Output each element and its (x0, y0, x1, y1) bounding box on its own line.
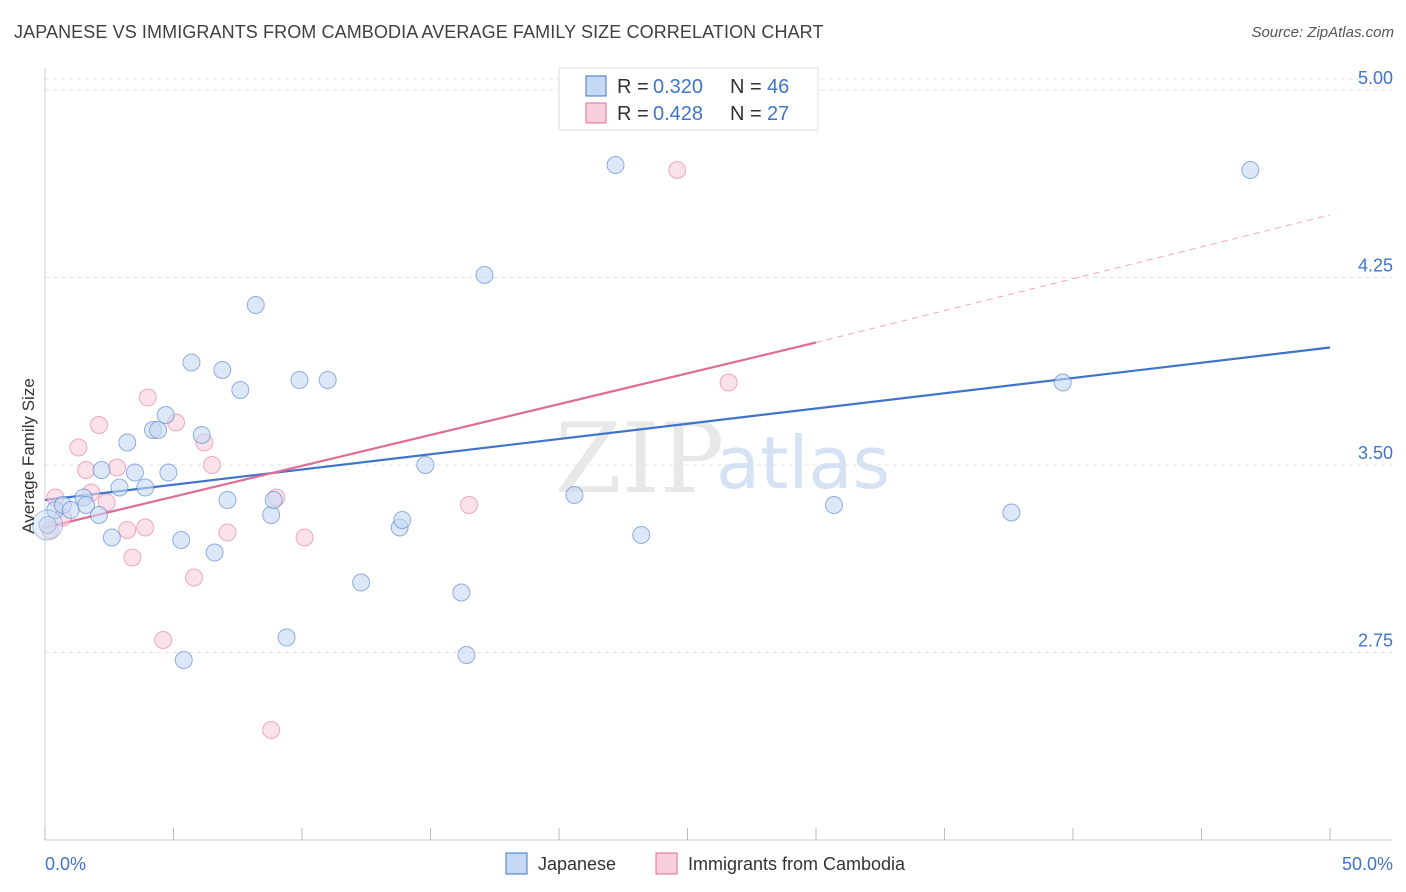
bottom-legend-japanese: Japanese (538, 854, 616, 874)
axes (44, 68, 1392, 841)
point-japanese (290, 371, 309, 389)
point-japanese (149, 421, 168, 439)
point-cambodia (69, 438, 88, 457)
point-japanese (102, 528, 121, 547)
point-cambodia (218, 523, 237, 542)
point-japanese (205, 543, 224, 562)
point-cambodia (136, 518, 155, 537)
point-japanese (125, 463, 144, 482)
point-japanese (174, 651, 193, 669)
trend-line-cambodia-extension (815, 214, 1331, 343)
legend-r-value-japanese: 0.320 (653, 76, 703, 98)
point-japanese (475, 266, 494, 284)
y-tick-label: 4.25 (1358, 256, 1393, 276)
trend-lines (44, 214, 1331, 529)
point-japanese (632, 526, 651, 544)
point-cambodia (123, 548, 142, 567)
point-japanese (172, 531, 191, 549)
point-japanese (452, 583, 471, 602)
point-cambodia (138, 388, 157, 407)
point-japanese (277, 628, 296, 647)
legend-n-label-japanese: N = (730, 76, 762, 98)
legend: R = 0.320 N = 46 R = 0.428 N = 27 (558, 67, 819, 131)
x-tick-label: 0.0% (45, 854, 86, 874)
legend-swatch-cambodia (585, 102, 607, 124)
point-japanese (77, 496, 96, 514)
point-japanese (1002, 503, 1021, 522)
point-japanese (32, 509, 64, 541)
point-cambodia (262, 721, 281, 739)
point-japanese (118, 433, 137, 452)
point-japanese (352, 573, 371, 592)
point-japanese (156, 406, 175, 424)
point-japanese (457, 646, 476, 664)
chart-title: JAPANESE VS IMMIGRANTS FROM CAMBODIA AVE… (14, 22, 824, 42)
y-tick-label: 3.50 (1358, 443, 1393, 463)
y-tick-label: 5.00 (1358, 68, 1393, 88)
point-japanese (38, 516, 57, 534)
bottom-legend: Japanese Immigrants from Cambodia (505, 852, 906, 875)
point-japanese (231, 381, 250, 399)
point-cambodia (118, 521, 137, 539)
trend-line-cambodia (44, 341, 817, 529)
point-japanese (89, 506, 108, 524)
point-japanese (218, 491, 237, 509)
point-japanese (110, 478, 129, 497)
point-japanese (393, 511, 412, 529)
point-japanese (416, 456, 435, 474)
point-japanese (318, 371, 337, 389)
point-japanese (159, 463, 178, 482)
trend-line-japanese (44, 346, 1331, 502)
y-tick-labels: 2.75 3.50 4.25 5.00 (1358, 68, 1393, 651)
point-cambodia (107, 458, 126, 477)
point-japanese (61, 501, 80, 519)
point-japanese (1241, 161, 1260, 179)
legend-r-label-japanese: R = (617, 76, 649, 98)
bottom-legend-swatch-japanese (505, 852, 528, 875)
point-japanese (262, 506, 281, 524)
point-cambodia (295, 528, 314, 547)
data-points (32, 156, 1260, 739)
bottom-legend-swatch-cambodia (655, 852, 678, 875)
point-japanese (565, 486, 584, 504)
point-japanese (213, 361, 232, 379)
watermark-atlas: atlas (716, 421, 890, 505)
watermark: ZIP atlas (555, 403, 890, 515)
point-japanese (192, 426, 211, 444)
point-japanese (182, 353, 201, 372)
point-cambodia (460, 496, 479, 514)
point-cambodia (89, 416, 108, 434)
point-cambodia (154, 631, 173, 649)
x-tick-labels: 0.0% 50.0% (45, 854, 1393, 874)
point-japanese (824, 496, 843, 514)
point-cambodia (668, 161, 687, 179)
x-tick-label: 50.0% (1342, 854, 1393, 874)
point-japanese (264, 491, 283, 509)
legend-swatch-japanese (585, 75, 607, 97)
legend-n-value-cambodia: 27 (767, 103, 789, 125)
chart-source: Source: ZipAtlas.com (1251, 24, 1394, 41)
bottom-legend-cambodia: Immigrants from Cambodia (688, 854, 906, 874)
point-japanese (606, 156, 625, 174)
point-cambodia (203, 456, 222, 474)
point-cambodia (185, 568, 204, 587)
point-japanese (92, 461, 111, 479)
y-axis-title: Average Family Size (19, 378, 38, 534)
point-japanese (1053, 373, 1072, 392)
point-cambodia (719, 373, 738, 392)
legend-r-value-cambodia: 0.428 (653, 103, 703, 125)
legend-n-label-cambodia: N = (730, 103, 762, 125)
point-cambodia (77, 461, 96, 479)
legend-r-label-cambodia: R = (617, 103, 649, 125)
point-japanese (246, 296, 265, 314)
point-japanese (136, 478, 155, 497)
legend-n-value-japanese: 46 (767, 76, 789, 98)
y-tick-label: 2.75 (1358, 631, 1393, 651)
